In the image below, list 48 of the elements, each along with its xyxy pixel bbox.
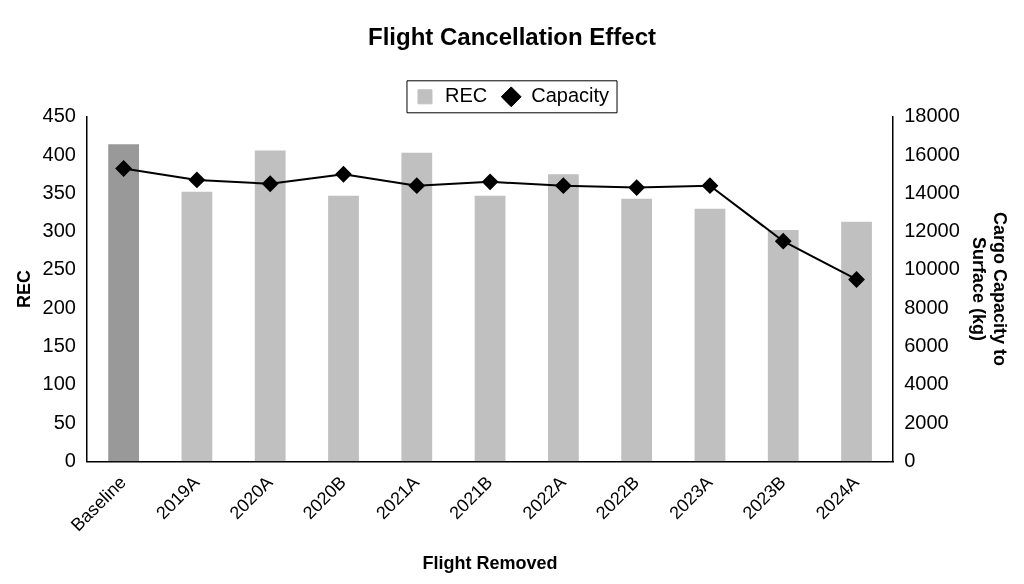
y-axis-title: REC xyxy=(13,270,34,309)
point xyxy=(775,233,792,250)
bar xyxy=(401,152,433,462)
x-axis-title: Flight Removed xyxy=(422,553,558,574)
bar xyxy=(328,195,359,462)
y-tick-label: 350 xyxy=(42,180,76,203)
y-tick-label: 100 xyxy=(42,372,76,395)
legend-label: Capacity xyxy=(531,84,610,107)
bar xyxy=(694,208,726,462)
bar xyxy=(547,174,579,462)
legend-label: REC xyxy=(444,84,488,107)
y2-tick-label: 12000 xyxy=(904,219,960,242)
y2-axis-title: Cargo Capacity to Surface (kg) xyxy=(968,212,1011,367)
y-tick-label: 400 xyxy=(42,142,76,165)
y2-tick-label: 6000 xyxy=(904,333,949,356)
y2-tick-label: 4000 xyxy=(904,372,949,395)
bar xyxy=(841,221,872,462)
point xyxy=(848,271,865,288)
y-tick-label: 450 xyxy=(42,104,76,127)
point xyxy=(408,177,425,194)
point xyxy=(555,177,572,194)
y2-tick-label: 0 xyxy=(904,448,916,471)
bar xyxy=(767,230,799,462)
y-tick-label: 50 xyxy=(53,410,76,433)
y2-tick-label: 2000 xyxy=(904,410,949,433)
bar xyxy=(108,144,140,462)
y2-tick-label: 14000 xyxy=(904,180,960,203)
y2-tick-label: 10000 xyxy=(904,257,960,280)
point xyxy=(701,177,718,194)
y-tick-label: 300 xyxy=(42,219,76,242)
point xyxy=(188,171,205,188)
point xyxy=(628,179,645,196)
y-tick-label: 0 xyxy=(64,448,76,471)
y-tick-label: 200 xyxy=(42,295,76,318)
point xyxy=(482,173,499,190)
chart-title: Flight Cancellation Effect xyxy=(367,23,657,51)
point xyxy=(335,166,352,183)
y-tick-label: 150 xyxy=(42,333,76,356)
bar xyxy=(621,198,653,462)
point xyxy=(115,160,132,177)
point xyxy=(262,175,279,192)
bar xyxy=(181,191,213,462)
bar xyxy=(474,195,506,462)
y-tick-label: 250 xyxy=(42,257,76,280)
bar xyxy=(254,150,286,462)
y2-tick-label: 8000 xyxy=(904,295,949,318)
y2-tick-label: 18000 xyxy=(904,104,960,127)
y2-tick-label: 16000 xyxy=(904,142,960,165)
